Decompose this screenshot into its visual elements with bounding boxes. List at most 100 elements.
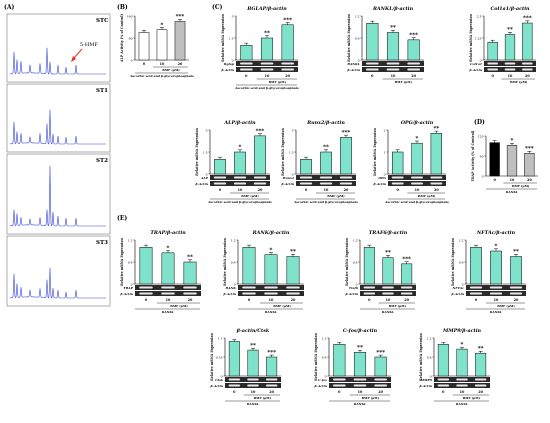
blot-band xyxy=(264,292,278,295)
blot-row: NFTAc xyxy=(452,285,526,290)
y-tick-label: 1.2 xyxy=(231,238,236,242)
bar xyxy=(437,344,449,377)
blot-band xyxy=(332,378,346,381)
y-tick-label: 0.6 xyxy=(427,355,432,359)
blot-band xyxy=(363,286,376,289)
bar xyxy=(504,34,516,61)
blot-band xyxy=(411,176,423,179)
treatment-label: Ascorbic acid and β-glycerophosphate xyxy=(384,200,449,204)
blot-row: C-fos xyxy=(318,377,391,382)
blot-band xyxy=(213,182,227,185)
x-tick-label: 20 xyxy=(525,74,530,78)
x-tick-label: 20 xyxy=(269,390,274,394)
blot-band xyxy=(382,286,394,289)
significance-marker: ** xyxy=(357,345,363,351)
dose-label: BMF (μM) xyxy=(418,194,436,198)
chart-col1a1: Col1a1/β-actin Relative mRNA Expression 0 1… xyxy=(469,6,536,84)
blot-band xyxy=(407,68,421,71)
y-tick-label: 0.6 xyxy=(128,260,133,264)
y-axis-label: Relative mRNA Expression xyxy=(314,332,318,380)
blot-band xyxy=(386,68,400,71)
blot-band xyxy=(365,68,379,71)
x-tick-label: 0 xyxy=(305,188,308,192)
x-tick-label: 10 xyxy=(265,74,270,78)
blot-row: Traf6 xyxy=(349,285,416,290)
blot-band xyxy=(299,176,313,179)
blot-band xyxy=(411,182,423,185)
blot-band xyxy=(456,378,468,381)
blot-band xyxy=(253,182,267,185)
dose-label: BMF (μM) xyxy=(463,396,481,400)
x-tick-label: 0 xyxy=(219,188,222,192)
chromatogram-trace xyxy=(10,267,106,299)
blot-row: β-Actin xyxy=(314,383,391,388)
blot-label: β-Actin xyxy=(345,292,359,296)
blot-band xyxy=(365,62,379,65)
blot-band xyxy=(264,286,278,289)
blot-row: β-Actin xyxy=(419,383,490,388)
blot-band xyxy=(286,292,300,295)
significance-marker: * xyxy=(270,247,273,253)
bar xyxy=(366,23,379,61)
treatment-label: RANKL xyxy=(247,402,260,406)
chart-bglap: BGLAP/β-actin Relative mRNA Expression 0 1.… xyxy=(221,6,300,90)
x-tick-label: 20 xyxy=(527,178,532,182)
y-tick-label: 0 xyxy=(292,172,294,176)
x-tick-label: 20 xyxy=(285,74,290,78)
x-tick-label: 20 xyxy=(434,188,439,192)
x-tick-label: 10 xyxy=(324,188,329,192)
blot-band xyxy=(474,378,487,381)
significance-marker: ** xyxy=(478,346,484,352)
panel-label-a: (A) xyxy=(4,4,14,11)
chart-title: Col1a1/β-actin xyxy=(490,6,530,12)
x-tick-label: 0 xyxy=(338,390,341,394)
y-tick-label: 2.5 xyxy=(477,14,482,18)
y-tick-label: 0.55 xyxy=(216,355,223,359)
y-axis-label: Relative mRNA Expression xyxy=(281,127,285,175)
treatment-label: Ascorbic acid and β-glycerophosphate xyxy=(207,200,272,204)
blot-row: RANKL xyxy=(346,61,424,66)
blot-row: Bglap xyxy=(223,61,298,66)
bar xyxy=(266,356,278,377)
chart-title: ALP/β-actin xyxy=(223,120,256,126)
x-tick-label: 20 xyxy=(404,298,409,302)
blot-row: β-Actin xyxy=(195,181,270,186)
y-tick-label: 0 xyxy=(430,374,432,378)
blot-band xyxy=(253,176,267,179)
y-tick-label: 0 xyxy=(131,282,133,286)
treatment-label: RANKL xyxy=(506,190,519,194)
y-tick-label: 0.6 xyxy=(353,260,358,264)
blot-band xyxy=(509,292,523,295)
blot-row: β-Actin xyxy=(373,181,446,186)
blot-band xyxy=(353,378,367,381)
significance-marker: *** xyxy=(525,146,534,152)
blot-band xyxy=(265,378,278,381)
blot-label: β-Actin xyxy=(419,384,433,388)
blot-band xyxy=(319,176,333,179)
chart-title: β-actin/Ctsk xyxy=(236,328,270,334)
treatment-label: RANKL xyxy=(162,310,175,314)
chromatogram-label: ST2 xyxy=(96,158,108,164)
y-tick-label: 1.1 xyxy=(218,336,223,340)
y-axis-label: ALP Activity (% of Control) xyxy=(120,13,124,63)
bar xyxy=(281,24,294,61)
y-tick-label: 120 xyxy=(478,134,484,138)
chart-runx2: Runx2/β-actin Relative mRNA Expression 0 1.… xyxy=(281,120,359,204)
blot-label: β-Actin xyxy=(469,68,483,72)
blot-band xyxy=(161,292,175,295)
blot-label: C-fos xyxy=(318,378,327,382)
blot-band xyxy=(521,68,533,71)
bar xyxy=(254,135,266,175)
blot-band xyxy=(233,176,247,179)
chart-title: TRAF6/β-actin xyxy=(369,230,408,236)
blot-band xyxy=(437,384,450,387)
x-tick-label: 0 xyxy=(493,178,496,182)
blot-label: OPG xyxy=(378,176,386,180)
blot-band xyxy=(456,384,468,387)
blot-label: β-Actin xyxy=(373,182,387,186)
blot-label: Runx2 xyxy=(282,176,295,180)
bar xyxy=(240,45,253,61)
y-tick-label: 0.6 xyxy=(355,36,360,40)
chart-trap: TRAP/β-actin Relative mRNA Expression 0 0.6… xyxy=(120,230,201,314)
blot-row: MMP9 xyxy=(420,377,490,382)
